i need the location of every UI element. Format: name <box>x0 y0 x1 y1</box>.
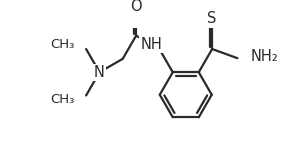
Text: NH: NH <box>140 37 162 52</box>
Text: CH₃: CH₃ <box>50 38 75 51</box>
Text: S: S <box>207 11 217 26</box>
Text: CH₃: CH₃ <box>50 93 75 106</box>
Text: N: N <box>94 65 105 80</box>
Text: O: O <box>130 0 142 14</box>
Text: NH₂: NH₂ <box>250 49 278 64</box>
